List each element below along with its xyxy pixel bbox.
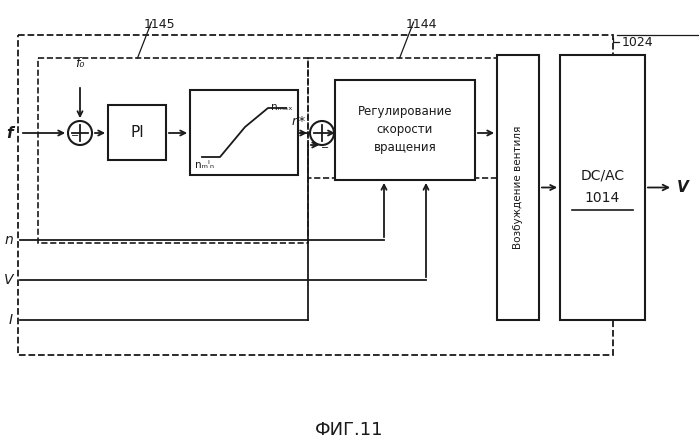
Bar [18, 35, 613, 355]
Text: −: − [71, 131, 79, 141]
Text: 1144: 1144 [406, 18, 438, 31]
Text: f: f [6, 125, 13, 140]
Text: I: I [9, 313, 13, 327]
Text: ФИГ.11: ФИГ.11 [315, 421, 383, 439]
Text: n: n [4, 233, 13, 247]
Text: nₘᴵₙ: nₘᴵₙ [195, 160, 214, 170]
Bar [308, 58, 528, 178]
Text: Возбуждение вентиля: Возбуждение вентиля [513, 126, 523, 249]
Bar [335, 80, 475, 180]
Text: V: V [677, 180, 689, 195]
Bar [497, 55, 539, 320]
Text: n*: n* [292, 115, 306, 128]
Bar [190, 90, 298, 175]
Text: f₀: f₀ [75, 57, 85, 70]
Text: Регулирование
скорости
вращения: Регулирование скорости вращения [358, 105, 452, 155]
Text: V: V [3, 273, 13, 287]
Bar [108, 105, 166, 160]
Text: nₘₐₓ: nₘₐₓ [271, 102, 293, 112]
Text: 1014: 1014 [585, 190, 620, 205]
Text: 1024: 1024 [622, 35, 654, 48]
Text: PI: PI [130, 125, 144, 140]
Circle shape [310, 121, 334, 145]
Bar [560, 55, 645, 320]
Text: 1145: 1145 [144, 18, 175, 31]
Text: −: − [321, 143, 329, 153]
Bar [38, 58, 308, 243]
Text: DC/AC: DC/AC [580, 168, 625, 183]
Circle shape [68, 121, 92, 145]
